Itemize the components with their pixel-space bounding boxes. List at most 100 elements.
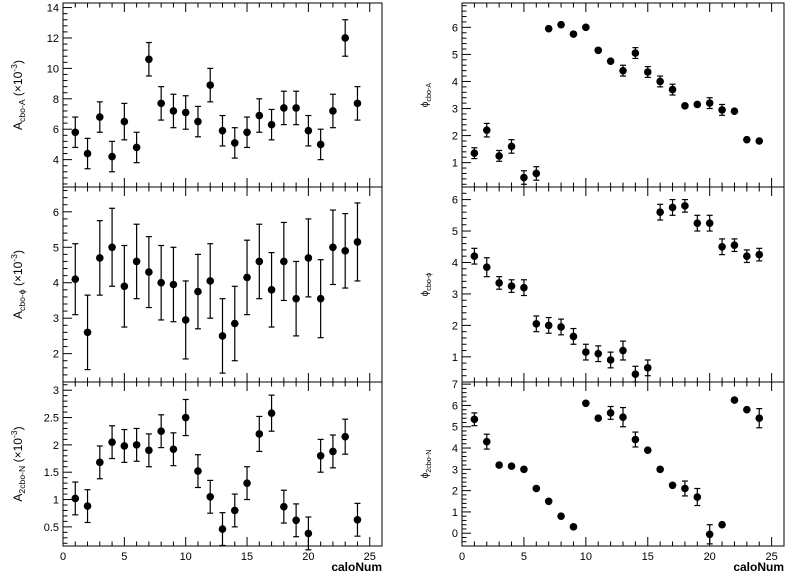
data-point	[532, 484, 541, 493]
y-tick-label: 3	[452, 104, 458, 116]
y-tick-label: 2	[452, 131, 458, 143]
data-point	[730, 396, 739, 404]
y-tick-label: 6	[53, 207, 59, 219]
chart-panel: 1 2 3 4 5 6 ϕcbo-A	[420, 2, 785, 188]
data-point	[520, 465, 528, 474]
data-point	[507, 142, 516, 151]
y-tick-label: 12	[47, 33, 59, 45]
data-point	[181, 108, 190, 117]
data-point	[353, 515, 362, 524]
data-point	[507, 462, 516, 470]
data-point	[194, 117, 202, 126]
data-point	[569, 523, 578, 531]
data-point	[656, 77, 664, 86]
data-point	[353, 238, 362, 246]
data-point	[495, 279, 503, 287]
y-tick-label: 1.5	[44, 467, 59, 479]
data-point	[544, 321, 553, 330]
data-point	[71, 275, 80, 283]
data-point	[83, 328, 92, 337]
y-tick-label: 5	[452, 49, 458, 61]
y-tick-label: 2	[452, 320, 458, 332]
data-point	[120, 442, 129, 450]
data-point	[631, 435, 640, 444]
data-point	[96, 254, 104, 262]
data-point	[181, 413, 190, 422]
data-point	[594, 414, 603, 423]
x-axis-title: caloNum	[331, 560, 382, 574]
x-tick-label: 20	[704, 551, 716, 563]
data-point	[71, 128, 80, 137]
data-point	[255, 257, 264, 266]
data-point	[132, 257, 141, 266]
data-point	[557, 323, 565, 331]
data-point	[705, 530, 714, 539]
data-point	[83, 502, 92, 510]
data-point	[755, 137, 764, 145]
data-point	[267, 409, 276, 417]
data-point	[206, 493, 215, 501]
y-axis-title: ϕcbo-A	[420, 83, 433, 108]
data-point	[668, 203, 677, 212]
x-tick-label: 25	[765, 551, 777, 563]
data-point	[132, 441, 141, 449]
data-point	[218, 525, 227, 533]
y-tick-label: 4	[53, 155, 59, 167]
y-tick-label: 4	[452, 257, 458, 269]
data-point	[755, 414, 764, 423]
y-tick-label: 7	[452, 379, 458, 391]
data-point	[606, 409, 615, 417]
data-point	[569, 332, 578, 341]
data-point	[292, 104, 300, 112]
y-tick-label: 4	[452, 443, 458, 455]
y-tick-label: 3	[452, 289, 458, 301]
data-point	[606, 57, 615, 65]
data-point	[218, 332, 227, 340]
data-point	[730, 107, 739, 116]
y-tick-label: 6	[53, 124, 59, 136]
data-point	[482, 126, 491, 134]
y-tick-label: 2.5	[44, 413, 59, 425]
data-point	[243, 479, 251, 487]
data-point	[557, 20, 565, 29]
data-point	[482, 437, 491, 446]
data-point	[544, 497, 553, 506]
data-point	[631, 370, 640, 378]
data-point	[169, 107, 178, 115]
x-tick-label: 5	[521, 551, 527, 563]
data-point	[329, 243, 337, 252]
y-axis-title: ϕcbo-ϕ	[420, 273, 433, 297]
data-point	[643, 68, 652, 76]
data-point	[482, 263, 491, 272]
data-point	[619, 346, 627, 355]
y-tick-label: 2	[53, 349, 59, 361]
data-point	[341, 247, 349, 255]
data-point	[743, 252, 751, 260]
data-point	[71, 494, 80, 503]
data-point	[507, 282, 516, 290]
y-tick-label: 8	[53, 94, 59, 106]
y-axis-title: Acbo-A (×10-3)	[9, 60, 27, 130]
data-point	[544, 24, 553, 33]
data-point	[316, 452, 325, 460]
data-point	[96, 458, 104, 467]
y-tick-label: 4	[53, 278, 59, 290]
data-point	[668, 481, 677, 490]
y-tick-label: 0.5	[44, 522, 59, 534]
data-point	[120, 282, 129, 291]
data-point	[230, 506, 239, 515]
chart-panel: 4 6 8 10 12 14 Acbo-A (×10-3)	[9, 2, 383, 188]
x-tick-label: 15	[642, 551, 654, 563]
y-tick-label: 1	[53, 495, 59, 507]
data-point	[643, 446, 652, 454]
data-point	[243, 273, 251, 282]
data-point	[705, 99, 714, 107]
y-tick-label: 6	[452, 22, 458, 34]
data-point	[218, 126, 227, 135]
data-point	[681, 484, 689, 493]
data-point	[280, 104, 288, 112]
data-point	[194, 467, 202, 475]
data-point	[145, 55, 153, 64]
